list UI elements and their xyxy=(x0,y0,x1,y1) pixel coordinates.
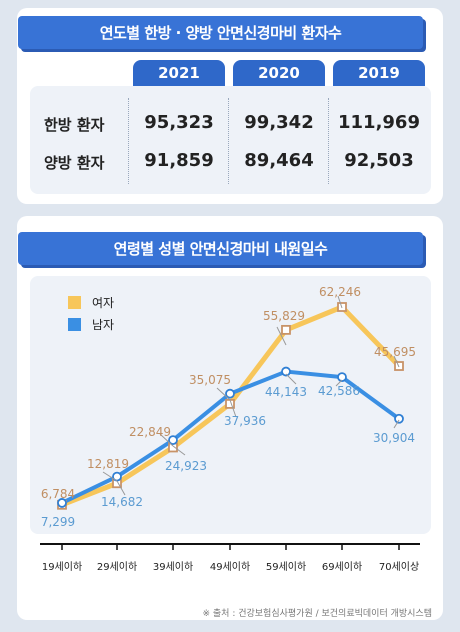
value-km-2019: 111,969 xyxy=(338,112,420,133)
male-data-label: 30,904 xyxy=(373,431,415,445)
female-data-label: 12,819 xyxy=(87,457,129,471)
column-divider xyxy=(328,98,329,184)
x-tick-label: 69세이하 xyxy=(322,560,362,573)
leader-line xyxy=(335,379,343,387)
leader-line xyxy=(276,326,287,346)
female-data-label: 6,784 xyxy=(41,487,75,501)
male-data-label: 24,923 xyxy=(165,459,207,473)
value-wm-2019: 92,503 xyxy=(344,150,414,171)
female-data-label: 62,246 xyxy=(319,285,361,299)
x-tick-label: 29세이하 xyxy=(97,560,137,573)
legend-swatch-male xyxy=(68,318,81,331)
male-data-label: 7,299 xyxy=(41,515,75,529)
leader-line xyxy=(116,480,126,496)
value-wm-2020: 89,464 xyxy=(244,150,314,171)
legend-swatch-female xyxy=(68,296,81,309)
leader-line xyxy=(159,433,174,447)
chart-title: 연령별 성별 안면신경마비 내원일수 xyxy=(18,232,423,265)
column-divider xyxy=(128,98,129,184)
male-point xyxy=(394,413,404,424)
year-header-2019: 2019 xyxy=(333,60,425,86)
female-data-label: 35,075 xyxy=(189,373,231,387)
female-point xyxy=(281,324,291,335)
x-tick-label: 39세이하 xyxy=(153,560,193,573)
year-header-2020: 2020 xyxy=(233,60,325,86)
summary-table xyxy=(30,86,431,194)
x-tick-label: 59세이하 xyxy=(266,560,306,573)
leader-line xyxy=(216,387,231,401)
female-data-label: 22,849 xyxy=(129,425,171,439)
male-data-label: 42,586 xyxy=(318,384,360,398)
column-divider xyxy=(228,98,229,184)
value-wm-2021: 91,859 xyxy=(144,150,214,171)
x-tick-label: 70세이상 xyxy=(379,561,419,573)
summary-title: 연도별 한방 · 양방 안면신경마비 환자수 xyxy=(18,16,423,49)
legend-label-male: 남자 xyxy=(92,318,114,332)
male-point xyxy=(337,372,347,383)
leader-line xyxy=(285,373,297,385)
male-data-label: 44,143 xyxy=(265,385,307,399)
leader-line xyxy=(337,295,343,309)
leader-line xyxy=(102,471,118,482)
leader-line xyxy=(229,399,237,418)
legend-label-female: 여자 xyxy=(92,296,114,310)
source-note: ※ 출처 : 건강보험심사평가원 / 보건의료빅데이터 개방시스템 xyxy=(202,609,433,619)
male-point xyxy=(225,388,235,399)
x-tick-label: 49세이하 xyxy=(210,560,250,573)
male-point xyxy=(57,498,67,508)
row-label-western-medicine: 양방 환자 xyxy=(44,154,105,172)
value-km-2020: 99,342 xyxy=(244,112,314,133)
leader-line xyxy=(393,355,400,368)
male-point xyxy=(281,366,291,377)
male-data-label: 37,936 xyxy=(224,414,266,428)
row-label-korean-medicine: 한방 환자 xyxy=(44,116,105,134)
female-data-label: 45,695 xyxy=(374,345,416,359)
female-data-label: 55,829 xyxy=(263,309,305,323)
year-header-2021: 2021 xyxy=(133,60,225,86)
x-tick-label: 19세이하 xyxy=(42,560,82,573)
leader-line xyxy=(393,419,400,429)
leader-line xyxy=(172,445,186,456)
male-point xyxy=(168,435,178,445)
male-data-label: 14,682 xyxy=(101,495,143,509)
value-km-2021: 95,323 xyxy=(144,112,214,133)
